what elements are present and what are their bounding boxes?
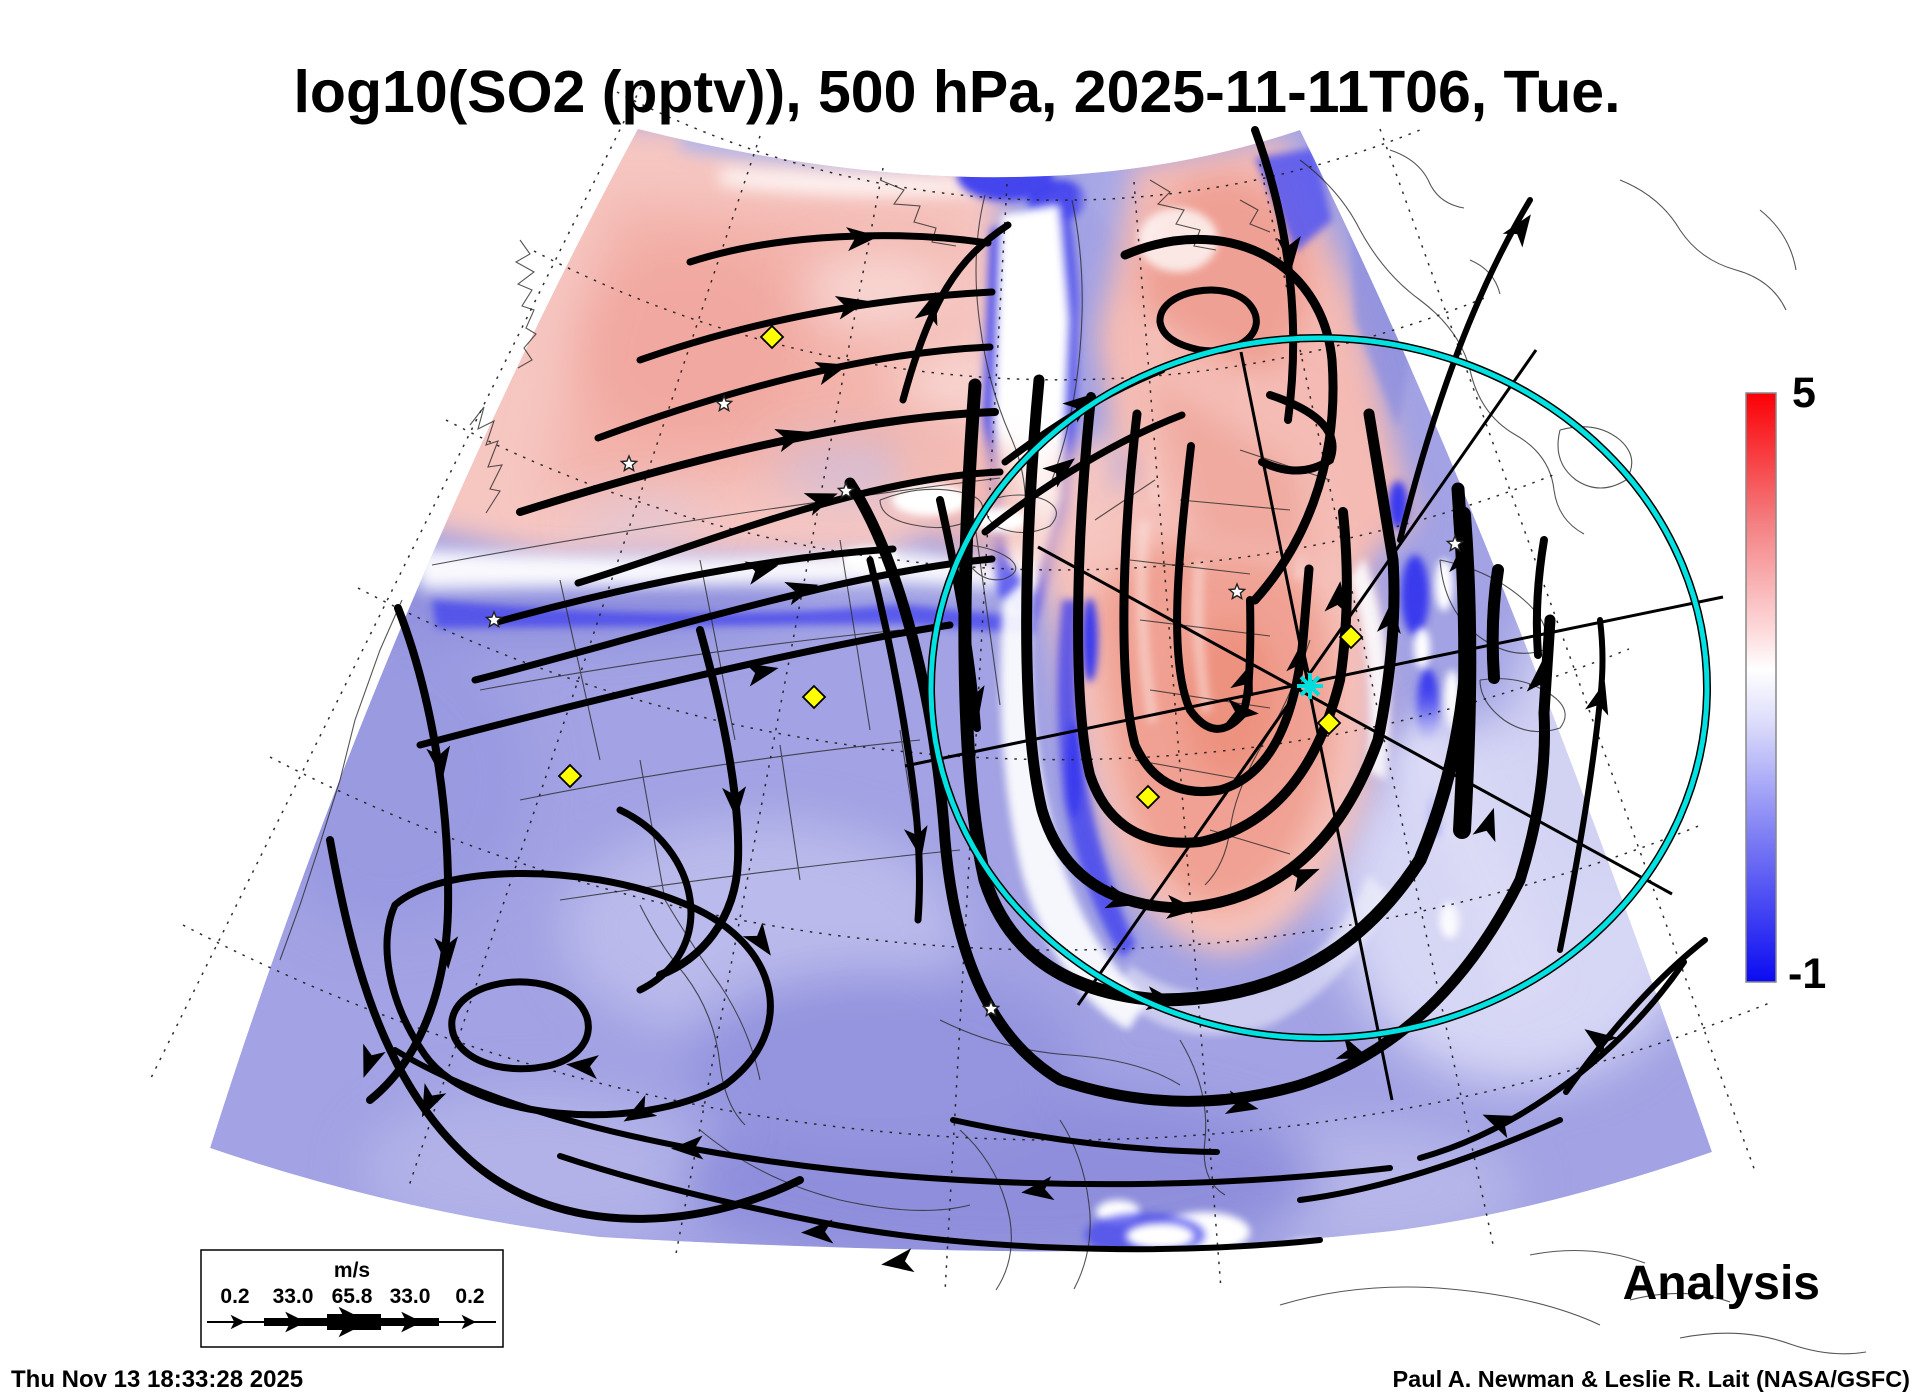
svg-text:0.2: 0.2 xyxy=(455,1285,484,1308)
svg-text:5: 5 xyxy=(1792,369,1816,417)
svg-text:m/s: m/s xyxy=(334,1259,370,1282)
svg-text:Analysis: Analysis xyxy=(1623,1257,1820,1310)
svg-text:-1: -1 xyxy=(1788,950,1826,998)
svg-text:33.0: 33.0 xyxy=(273,1285,314,1308)
svg-text:Paul A. Newman & Leslie R. Lai: Paul A. Newman & Leslie R. Lait (NASA/GS… xyxy=(1392,1366,1910,1392)
svg-text:33.0: 33.0 xyxy=(390,1285,431,1308)
svg-text:log10(SO2 (pptv)), 500 hPa, 20: log10(SO2 (pptv)), 500 hPa, 2025-11-11T0… xyxy=(294,59,1621,125)
svg-text:0.2: 0.2 xyxy=(220,1285,249,1308)
svg-text:Thu Nov 13 18:33:28 2025: Thu Nov 13 18:33:28 2025 xyxy=(11,1366,303,1393)
svg-text:65.8: 65.8 xyxy=(332,1285,373,1308)
